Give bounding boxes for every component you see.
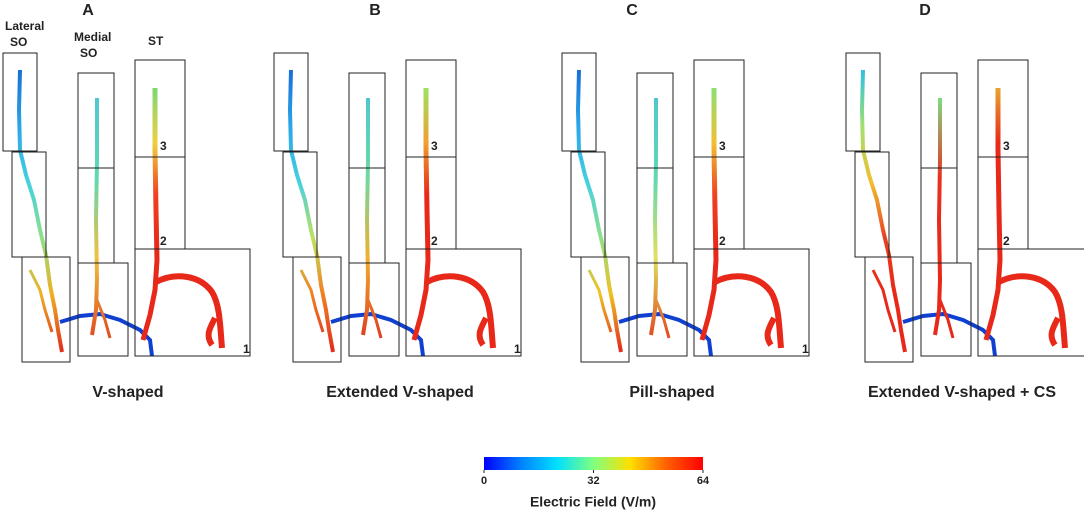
region-box [864, 256, 914, 363]
colorbar-tick-label: 0 [481, 475, 487, 487]
vessel-blue-loop [902, 311, 997, 357]
vessel-medial-branch [95, 299, 112, 339]
region-box [693, 248, 810, 357]
region-number: 2 [719, 234, 726, 248]
panel-caption: Pill-shaped [629, 384, 714, 401]
structure-label: Medial [74, 30, 111, 44]
vessel-blue-loop [59, 311, 154, 357]
region-box [561, 52, 597, 152]
vessel-st [140, 88, 160, 341]
colorbar-tick-label: 32 [587, 475, 599, 487]
region-number: 2 [160, 234, 167, 248]
vessel-st-branch [997, 273, 1068, 349]
vessel-medial [933, 98, 943, 336]
region-number: 1 [802, 342, 809, 356]
region-box [348, 262, 400, 357]
vessel-lateral-branch [299, 269, 325, 333]
panel-letter: A [82, 2, 94, 19]
vessel-lateral [17, 69, 64, 353]
region-box [2, 52, 38, 152]
vessel-st-branch [713, 273, 784, 349]
region-number: 2 [1003, 234, 1010, 248]
vessel-lateral-branch [871, 269, 897, 333]
panel-letter: D [919, 2, 931, 19]
colorbar-label: Electric Field (V/m) [530, 494, 656, 510]
vessel-medial-branch [366, 299, 383, 339]
colorbar [484, 457, 703, 470]
region-number: 3 [1003, 139, 1010, 153]
vessel-lateral [860, 69, 907, 353]
vessel-st-branch [425, 273, 496, 349]
panel-caption: Extended V-shaped + CS [868, 384, 1056, 401]
panel: D321Extended V-shaped + CS [845, 2, 1084, 401]
vessel-medial [361, 98, 371, 336]
region-box [273, 52, 309, 152]
panel-letter: B [369, 2, 381, 19]
region-number: 3 [160, 139, 167, 153]
vessel-lateral-branch [587, 269, 613, 333]
region-box [977, 248, 1084, 357]
colorbar-tick-label: 64 [697, 475, 710, 487]
region-number: 3 [719, 139, 726, 153]
region-box [920, 262, 972, 357]
vessel-medial-branch [938, 299, 955, 339]
vessel-medial-branch [654, 299, 671, 339]
region-box [636, 262, 688, 357]
vessel-medial [649, 98, 659, 336]
vessel-st [411, 88, 431, 341]
region-box [77, 262, 129, 357]
region-box [292, 256, 342, 363]
vessel-blue-loop [330, 311, 425, 357]
region-number: 1 [243, 342, 250, 356]
panel-caption: V-shaped [92, 384, 163, 401]
vessel-st [983, 88, 1003, 341]
region-box [134, 248, 251, 357]
region-box [405, 248, 522, 357]
structure-label: ST [148, 34, 164, 48]
panel-caption: Extended V-shaped [326, 384, 474, 401]
structure-label: SO [10, 35, 27, 49]
panel: A 3 2 1 V-shaped [2, 2, 251, 401]
panel: C 3 2 1 Pill-shaped [561, 2, 810, 401]
structure-label: SO [80, 46, 97, 60]
region-number: 2 [431, 234, 438, 248]
vessel-lateral [288, 69, 335, 353]
vessel-blue-loop [618, 311, 713, 357]
structure-label: Lateral [5, 19, 44, 33]
vessel-lateral [576, 69, 623, 353]
region-box [21, 256, 71, 363]
panel-letter: C [626, 2, 638, 19]
region-number: 3 [431, 139, 438, 153]
vessel-lateral-branch [28, 269, 54, 333]
region-box [845, 52, 881, 152]
region-number: 1 [514, 342, 521, 356]
vessel-st-branch [154, 273, 225, 349]
region-box [580, 256, 630, 363]
vessel-st [699, 88, 719, 341]
vessel-medial [90, 98, 100, 336]
panel: B 3 2 1 Extended V-shaped [273, 2, 522, 401]
